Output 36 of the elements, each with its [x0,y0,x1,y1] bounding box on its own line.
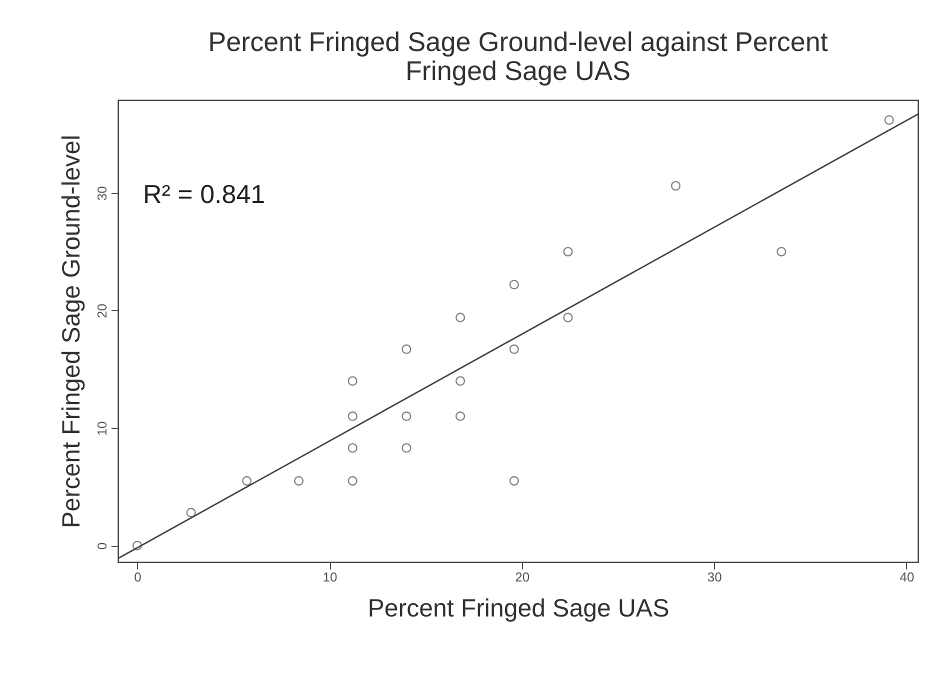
annotation: R² = 0.841 [143,179,266,209]
y-tick-label: 0 [94,542,110,550]
point [348,443,358,453]
text: Percent Fringed Sage Ground-level against Percent [208,27,828,57]
point [670,180,681,191]
point [455,312,466,322]
x-tick-label: 30 [707,570,722,584]
x-axis-title: Percent Fringed Sage UAS [368,594,670,622]
point [455,376,466,386]
point [563,312,573,322]
point [402,443,412,453]
point [563,246,573,256]
text: Fringed Sage UAS [405,56,631,86]
point [242,476,252,486]
x-tick-label: 0 [134,570,142,584]
point [455,411,466,422]
y-tick-label: 30 [94,186,110,201]
point [348,411,358,422]
y-tick-label: 10 [94,421,110,436]
point [294,476,304,486]
x-tick-label: 40 [900,570,914,584]
point [509,476,519,486]
point [132,540,142,550]
point [509,280,519,290]
x-tick-label: 20 [515,570,530,584]
point [509,344,519,354]
x-tick-label: 10 [322,570,338,584]
point [348,476,358,486]
point [776,246,786,256]
y-tick-label: 20 [94,304,110,318]
point [402,411,412,422]
point [348,376,358,386]
point [402,344,412,354]
point [186,508,196,518]
y-axis-title: Percent Fringed Sage Ground-level [58,134,86,528]
point [884,115,894,125]
